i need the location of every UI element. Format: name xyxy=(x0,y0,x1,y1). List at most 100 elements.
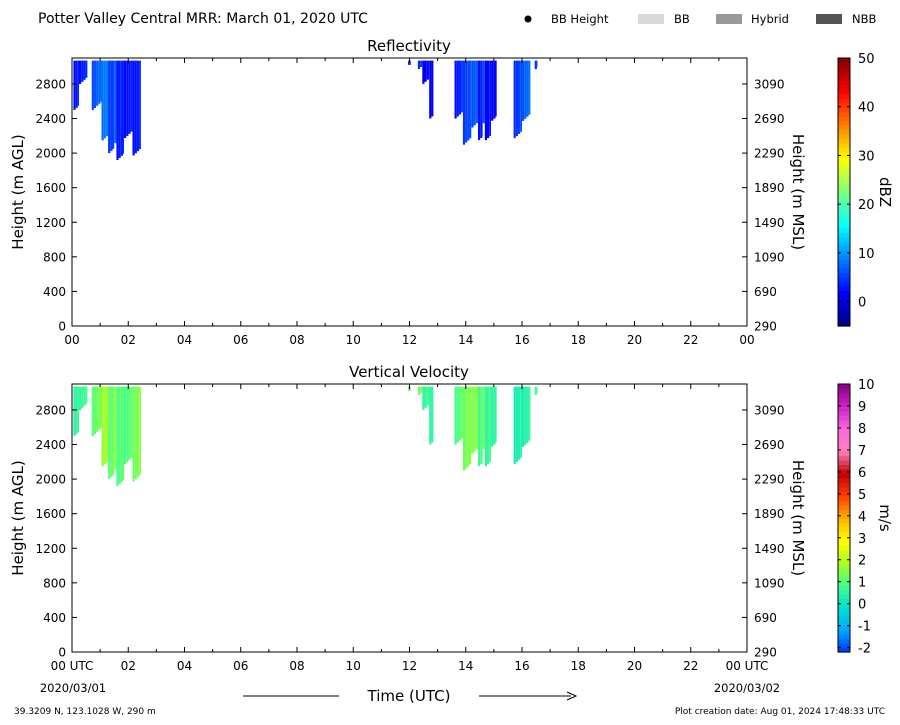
velocity-colorbar-segment xyxy=(838,593,850,599)
velocity-colorbar-segment xyxy=(838,406,850,412)
reflectivity-echo-column xyxy=(96,60,99,106)
reflectivity-title: Reflectivity xyxy=(367,37,451,55)
reflectivity-colorbar-segment xyxy=(838,317,850,323)
reflectivity-x-tick-label: 04 xyxy=(177,333,192,347)
reflectivity-echo-column xyxy=(126,60,129,136)
reflectivity-colorbar-segment xyxy=(838,236,850,242)
velocity-colorbar-segment xyxy=(838,392,850,398)
velocity-plot-frame xyxy=(71,383,748,653)
velocity-y-tick-label: 1600 xyxy=(35,507,66,521)
reflectivity-echo-column xyxy=(410,60,411,65)
station-location: 39.3209 N, 123.1028 W, 290 m xyxy=(14,707,156,717)
velocity-colorbar-segment xyxy=(838,424,850,430)
reflectivity-y-tick-label-right: 690 xyxy=(754,285,777,299)
velocity-colorbar-tick-label: 2 xyxy=(858,554,866,569)
reflectivity-colorbar-segment xyxy=(838,312,850,318)
reflectivity-y-tick-label-right: 1890 xyxy=(754,181,785,195)
velocity-echo-column xyxy=(132,386,135,482)
velocity-x-tick-label: 14 xyxy=(458,659,473,673)
velocity-colorbar-segment xyxy=(838,643,850,649)
reflectivity-echo-column xyxy=(73,60,76,110)
reflectivity-echo-column xyxy=(520,60,522,132)
velocity-colorbar-segment xyxy=(838,531,850,537)
reflectivity-colorbar-tick-label: 0 xyxy=(858,296,866,311)
reflectivity-x-tick-label: 00 xyxy=(739,333,754,347)
reflectivity-echo-column xyxy=(93,60,97,108)
reflectivity-colorbar-segment xyxy=(838,142,850,148)
velocity-echo-column xyxy=(429,386,432,445)
reflectivity-colorbar-segment xyxy=(838,71,850,77)
reflectivity-echo-column xyxy=(482,60,485,124)
velocity-echo-column xyxy=(77,386,79,432)
reflectivity-echo-column xyxy=(132,60,135,156)
reflectivity-echo-3 xyxy=(101,60,115,154)
velocity-colorbar-segment xyxy=(838,428,850,434)
velocity-ylabel-left: Height (m AGL) xyxy=(9,460,27,575)
reflectivity-colorbar-segment xyxy=(838,102,850,108)
velocity-colorbar-tick-label: -2 xyxy=(858,642,871,657)
reflectivity-echo-column xyxy=(139,60,141,150)
velocity-colorbar-segment xyxy=(838,442,850,448)
velocity-x-tick-label: 06 xyxy=(233,659,248,673)
velocity-echo-column xyxy=(417,386,421,396)
reflectivity-echo-column xyxy=(112,60,115,149)
velocity-echo-15 xyxy=(513,386,522,465)
velocity-colorbar-segment xyxy=(838,459,850,465)
velocity-colorbar-segment xyxy=(838,638,850,644)
reflectivity-colorbar-segment xyxy=(838,218,850,224)
reflectivity-colorbar-segment xyxy=(838,281,850,287)
reflectivity-colorbar-segment xyxy=(838,147,850,153)
reflectivity-echo-column xyxy=(431,60,434,117)
velocity-echo-column xyxy=(422,386,425,410)
reflectivity-colorbar-segment xyxy=(838,66,850,72)
velocity-x-tick-label: 10 xyxy=(346,659,361,673)
velocity-echo-4 xyxy=(114,386,124,486)
reflectivity-echo-6 xyxy=(132,60,141,156)
reflectivity-y-tick-label: 1600 xyxy=(35,181,66,195)
reflectivity-echo-column xyxy=(100,60,102,102)
reflectivity-echo-1 xyxy=(79,60,88,84)
reflectivity-colorbar-segment xyxy=(838,276,850,282)
velocity-colorbar-segment xyxy=(838,553,850,559)
velocity-echo-column xyxy=(91,386,94,437)
reflectivity-echo-column xyxy=(85,60,88,78)
reflectivity-echo-column xyxy=(491,60,494,121)
velocity-colorbar-segment xyxy=(838,549,850,555)
velocity-echo-column xyxy=(114,386,117,470)
velocity-colorbar-segment xyxy=(838,625,850,631)
velocity-colorbar-segment xyxy=(838,571,850,577)
velocity-echo-column xyxy=(489,386,491,462)
reflectivity-colorbar-segment xyxy=(838,133,850,139)
velocity-colorbar-segment xyxy=(838,504,850,510)
reflectivity-colorbar-segment xyxy=(838,120,850,126)
velocity-colorbar-tick-label: 0 xyxy=(858,598,866,613)
reflectivity-y-tick-label: 400 xyxy=(43,285,66,299)
reflectivity-colorbar-segment xyxy=(838,192,850,198)
reflectivity-colorbar-segment xyxy=(838,303,850,309)
reflectivity-colorbar-segment xyxy=(838,125,850,131)
reflectivity-echo-column xyxy=(91,60,94,111)
reflectivity-echo-column xyxy=(136,60,140,152)
time-axis-label: Time (UTC) xyxy=(367,687,451,705)
velocity-y-tick-label-right: 1090 xyxy=(754,576,785,590)
velocity-colorbar-segment xyxy=(838,620,850,626)
reflectivity-echo-15 xyxy=(513,60,522,139)
velocity-echo-column xyxy=(524,386,527,445)
velocity-echo-11 xyxy=(462,386,472,471)
velocity-colorbar-segment xyxy=(838,384,850,390)
reflectivity-colorbar-segment xyxy=(838,285,850,291)
velocity-echo-column xyxy=(101,386,104,467)
reflectivity-y-tick-label-right: 1490 xyxy=(754,216,785,230)
reflectivity-echo-2 xyxy=(91,60,102,111)
velocity-colorbar-segment xyxy=(838,482,850,488)
velocity-echo-column xyxy=(515,386,518,462)
reflectivity-colorbar-segment xyxy=(838,250,850,256)
velocity-colorbar-segment xyxy=(838,500,850,506)
velocity-colorbar-segment xyxy=(838,540,850,546)
velocity-colorbar-tick-label: 6 xyxy=(858,466,866,481)
velocity-y-tick-label: 2800 xyxy=(35,403,66,417)
reflectivity-x-tick-label: 10 xyxy=(346,333,361,347)
velocity-echo-8 xyxy=(417,386,430,410)
reflectivity-panel: Reflectivity Height (m AGL) Height (m MS… xyxy=(9,37,894,347)
